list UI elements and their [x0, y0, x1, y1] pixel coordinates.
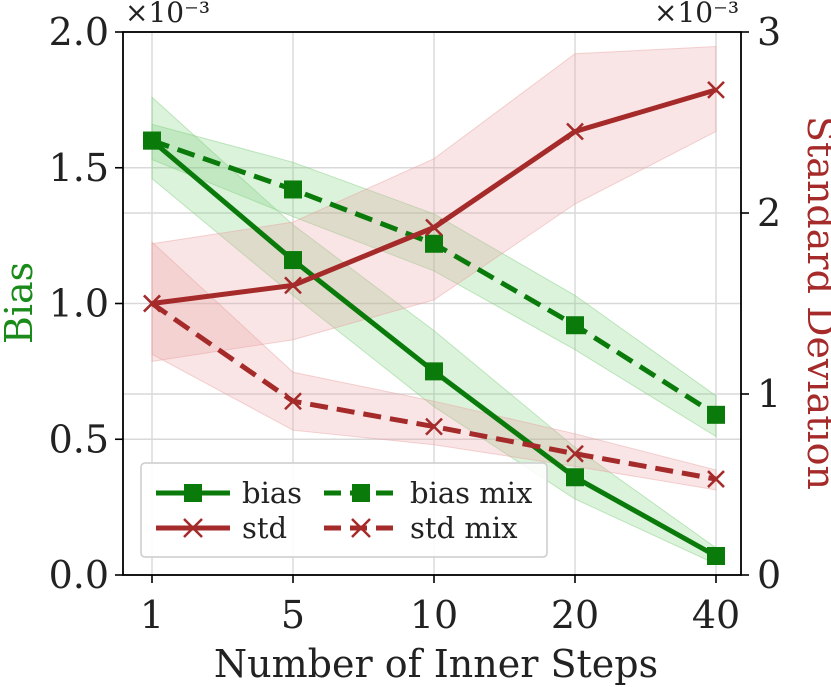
- point-std: [425, 218, 443, 237]
- markers-group: [143, 81, 725, 565]
- x-tick-label: 20: [551, 593, 599, 637]
- right-tick-label: 0: [757, 553, 781, 597]
- legend-entry-std-mix: std mix: [324, 511, 517, 545]
- x-tick-label: 40: [692, 593, 740, 637]
- point-std-mix: [143, 294, 161, 313]
- left-tick-label: 2.0: [49, 10, 109, 54]
- band-std-mix: [151, 240, 717, 491]
- point-bias-mix: [425, 234, 443, 253]
- legend-entry-std: std: [156, 511, 287, 545]
- right-tick-label: 3: [757, 10, 781, 54]
- left-tick-label: 1.0: [49, 282, 109, 326]
- point-std-mix: [707, 470, 725, 488]
- point-std-mix: [284, 392, 302, 411]
- legend-label-std: std: [242, 511, 287, 545]
- point-std: [707, 81, 725, 99]
- x-tick-label: 10: [410, 593, 458, 637]
- point-bias: [425, 362, 443, 381]
- legend: bias bias mix std std mix: [140, 462, 548, 558]
- legend-entry-bias: bias: [156, 476, 302, 510]
- point-bias: [284, 251, 302, 270]
- point-std: [284, 276, 302, 295]
- left-axis-label: Bias: [0, 262, 41, 344]
- right-tick-label: 1: [757, 372, 781, 416]
- legend-marker-std: [183, 518, 203, 538]
- right-tick-label: 2: [757, 191, 781, 235]
- band-bias-mix: [151, 123, 717, 438]
- left-axis-multiplier: ×10⁻³: [125, 0, 210, 29]
- band-std: [151, 45, 717, 362]
- legend-entry-bias-mix: bias mix: [324, 476, 532, 510]
- left-tick-label: 1.5: [49, 146, 109, 190]
- point-std-mix: [566, 444, 584, 463]
- point-std-mix: [425, 417, 443, 436]
- legend-label-std-mix: std mix: [410, 511, 517, 545]
- legend-marker-bias: [184, 484, 202, 502]
- legend-label-bias: bias: [242, 476, 302, 510]
- x-tick-label: 1: [140, 593, 164, 637]
- point-bias: [566, 468, 584, 487]
- right-axis-label: Standard Deviation: [799, 116, 831, 490]
- x-axis-label: Number of Inner Steps: [214, 642, 658, 686]
- right-axis-multiplier: ×10⁻³: [654, 0, 739, 29]
- legend-label-bias-mix: bias mix: [410, 476, 532, 510]
- left-tick-label: 0.0: [49, 553, 109, 597]
- point-bias-mix: [143, 131, 161, 150]
- axes-group: 1 5 10 20 40 0.0 0.5 1.0 1.5 2.0 0 1 2 3: [49, 10, 782, 637]
- point-bias-mix: [566, 316, 584, 335]
- point-bias-mix: [284, 180, 302, 199]
- left-tick-label: 0.5: [49, 417, 109, 461]
- point-bias-mix: [707, 405, 725, 424]
- point-std: [566, 122, 584, 141]
- legend-marker-bias-mix: [352, 484, 370, 502]
- legend-marker-std-mix: [351, 518, 371, 538]
- x-tick-label: 5: [281, 593, 305, 637]
- point-bias: [707, 546, 725, 565]
- legend-box: [140, 462, 548, 558]
